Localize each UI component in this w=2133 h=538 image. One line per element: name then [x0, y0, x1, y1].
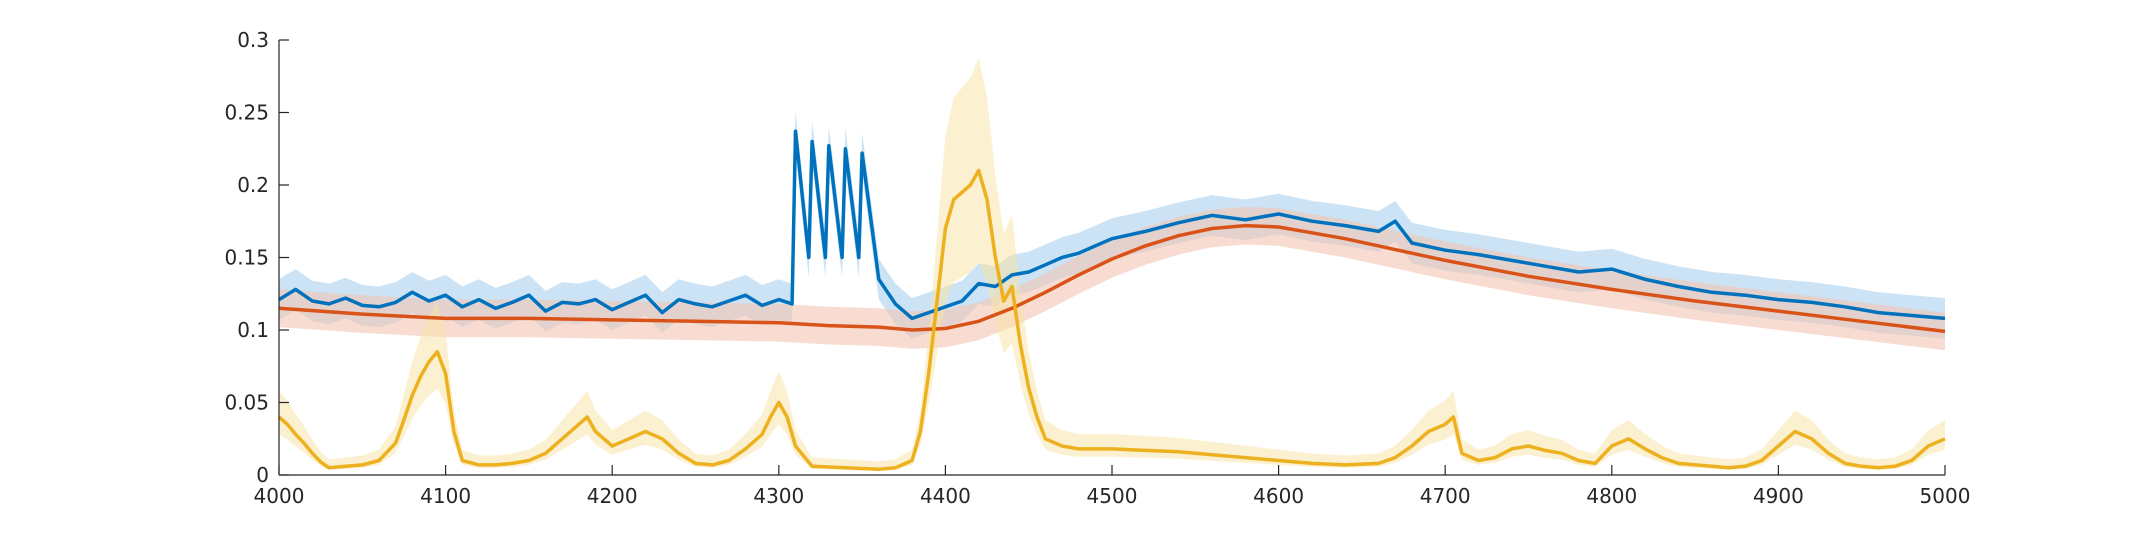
- y-tick-label: 0.05: [224, 391, 269, 415]
- x-tick-label: 4300: [753, 484, 804, 508]
- series-2-line: [278, 223, 1946, 334]
- x-tick-label: 4500: [1087, 484, 1138, 508]
- x-tick-label: 4400: [920, 484, 971, 508]
- y-tick-label: 0.25: [224, 101, 269, 125]
- y-tick-label: 0.3: [237, 28, 269, 52]
- x-tick-label: 4700: [1420, 484, 1471, 508]
- y-tick-label: 0.15: [224, 246, 269, 270]
- x-tick-label: 4100: [420, 484, 471, 508]
- x-tick-label: 4900: [1753, 484, 1804, 508]
- series-3-line: [277, 168, 1946, 471]
- y-tick-label: 0: [256, 463, 269, 487]
- series-2-band: [279, 206, 1945, 351]
- x-tick-label: 4000: [254, 484, 305, 508]
- x-tick-label: 4600: [1253, 484, 1304, 508]
- x-tick-label: 5000: [1920, 484, 1971, 508]
- confidence-bands: [279, 58, 1945, 471]
- axes: 4000 4100 4200 4300 4400 4500 4600 4700 4800 4900…: [224, 28, 1970, 508]
- series-lines: [277, 129, 1946, 471]
- x-tick-label: 4200: [587, 484, 638, 508]
- y-tick-label: 0.2: [237, 173, 269, 197]
- y-tick-label: 0.1: [237, 318, 269, 342]
- series-1-line: [278, 129, 1946, 321]
- x-tick-label: 4800: [1586, 484, 1637, 508]
